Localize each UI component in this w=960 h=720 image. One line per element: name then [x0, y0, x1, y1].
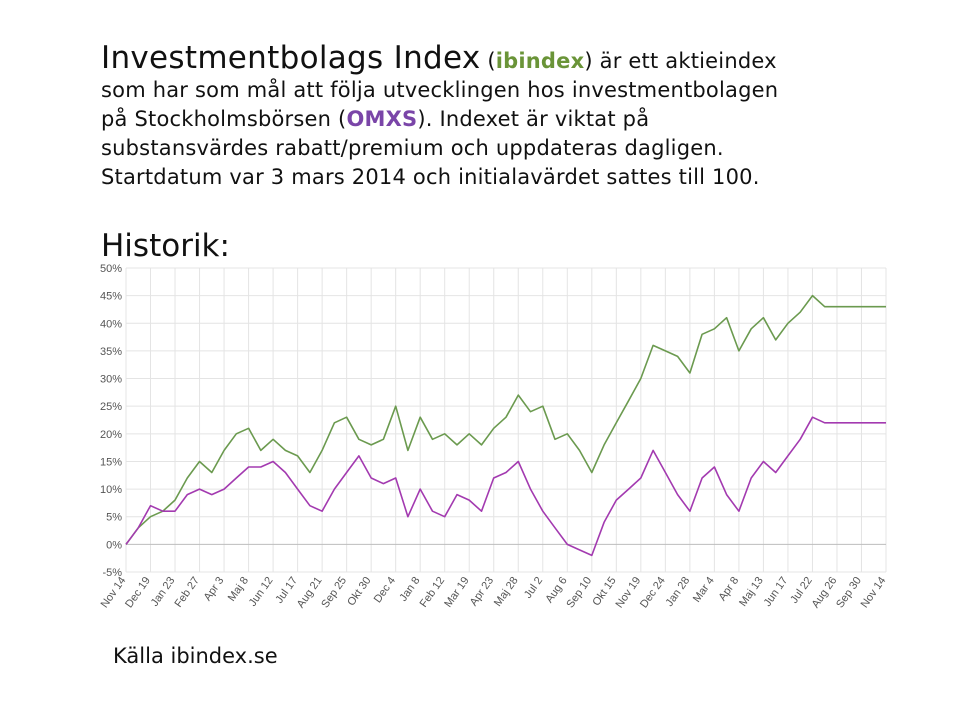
x-tick-label: Feb 12	[418, 575, 447, 610]
x-tick-label: Dec 19	[123, 575, 153, 610]
x-tick-label: Mar 4	[691, 575, 717, 605]
ibindex-highlight: ibindex	[495, 49, 585, 73]
y-tick-label: 15%	[100, 456, 122, 468]
y-tick-label: 30%	[100, 374, 122, 386]
x-tick-label: Jun 12	[247, 575, 276, 609]
intro-text-1: ) är ett aktieindex	[584, 49, 777, 73]
omxs-highlight: OMXS	[346, 107, 418, 131]
x-tick-label: Sep 10	[564, 575, 594, 610]
x-tick-label: Jul 2	[522, 575, 545, 601]
plot-area	[126, 268, 886, 572]
y-tick-label: 35%	[100, 346, 122, 358]
y-tick-label: 0%	[106, 539, 122, 551]
x-tick-label: Dec 24	[638, 575, 668, 610]
x-tick-label: Maj 13	[737, 575, 766, 609]
x-tick-label: Okt 30	[345, 575, 373, 608]
intro-line-2: som har som mål att följa utvecklingen h…	[101, 78, 779, 102]
x-tick-label: Mar 19	[442, 575, 471, 610]
x-tick-label: Feb 27	[173, 575, 202, 610]
y-tick-label: 50%	[100, 263, 122, 275]
intro-line-3-pre: på Stockholmsbörsen (	[101, 107, 347, 131]
x-tick-label: Jun 17	[762, 575, 791, 609]
intro-paren-open: (	[480, 49, 496, 73]
source-caption: Källa ibindex.se	[113, 644, 278, 668]
x-tick-label: Nov 14	[859, 575, 889, 610]
x-tick-label: Jan 8	[397, 575, 422, 604]
history-heading: Historik:	[101, 228, 230, 264]
y-tick-label: 45%	[100, 291, 122, 303]
intro-text: Investmentbolags Index (ibindex) är ett …	[101, 43, 921, 192]
x-tick-label: Apr 3	[202, 575, 227, 603]
y-tick-label: 25%	[100, 401, 122, 413]
intro-line-3: på Stockholmsbörsen (OMXS). Indexet är v…	[101, 105, 921, 134]
intro-line-5: Startdatum var 3 mars 2014 och initialav…	[101, 165, 760, 189]
y-tick-label: 10%	[100, 484, 122, 496]
y-tick-label: -5%	[102, 567, 122, 579]
series-line-1	[125, 294, 886, 545]
x-tick-label: Maj 8	[226, 575, 251, 604]
x-tick-label: Apr 23	[468, 575, 496, 608]
series-line-2	[125, 416, 886, 557]
intro-line-4: substansvärdes rabatt/premium och uppdat…	[101, 136, 724, 160]
x-tick-label: Apr 8	[716, 575, 741, 603]
y-tick-label: 20%	[100, 429, 122, 441]
x-tick-label: Maj 28	[492, 575, 521, 609]
x-tick-label: Jan 28	[664, 575, 693, 609]
intro-title: Investmentbolags Index	[101, 40, 481, 76]
y-tick-label: 5%	[106, 512, 122, 524]
x-tick-label: Sep 25	[319, 575, 349, 610]
y-tick-label: 40%	[100, 318, 122, 330]
x-tick-label: Dec 4	[372, 575, 398, 605]
intro-line-3-post: ). Indexet är viktat på	[417, 107, 650, 131]
intro-line-1: Investmentbolags Index (ibindex) är ett …	[101, 43, 921, 76]
